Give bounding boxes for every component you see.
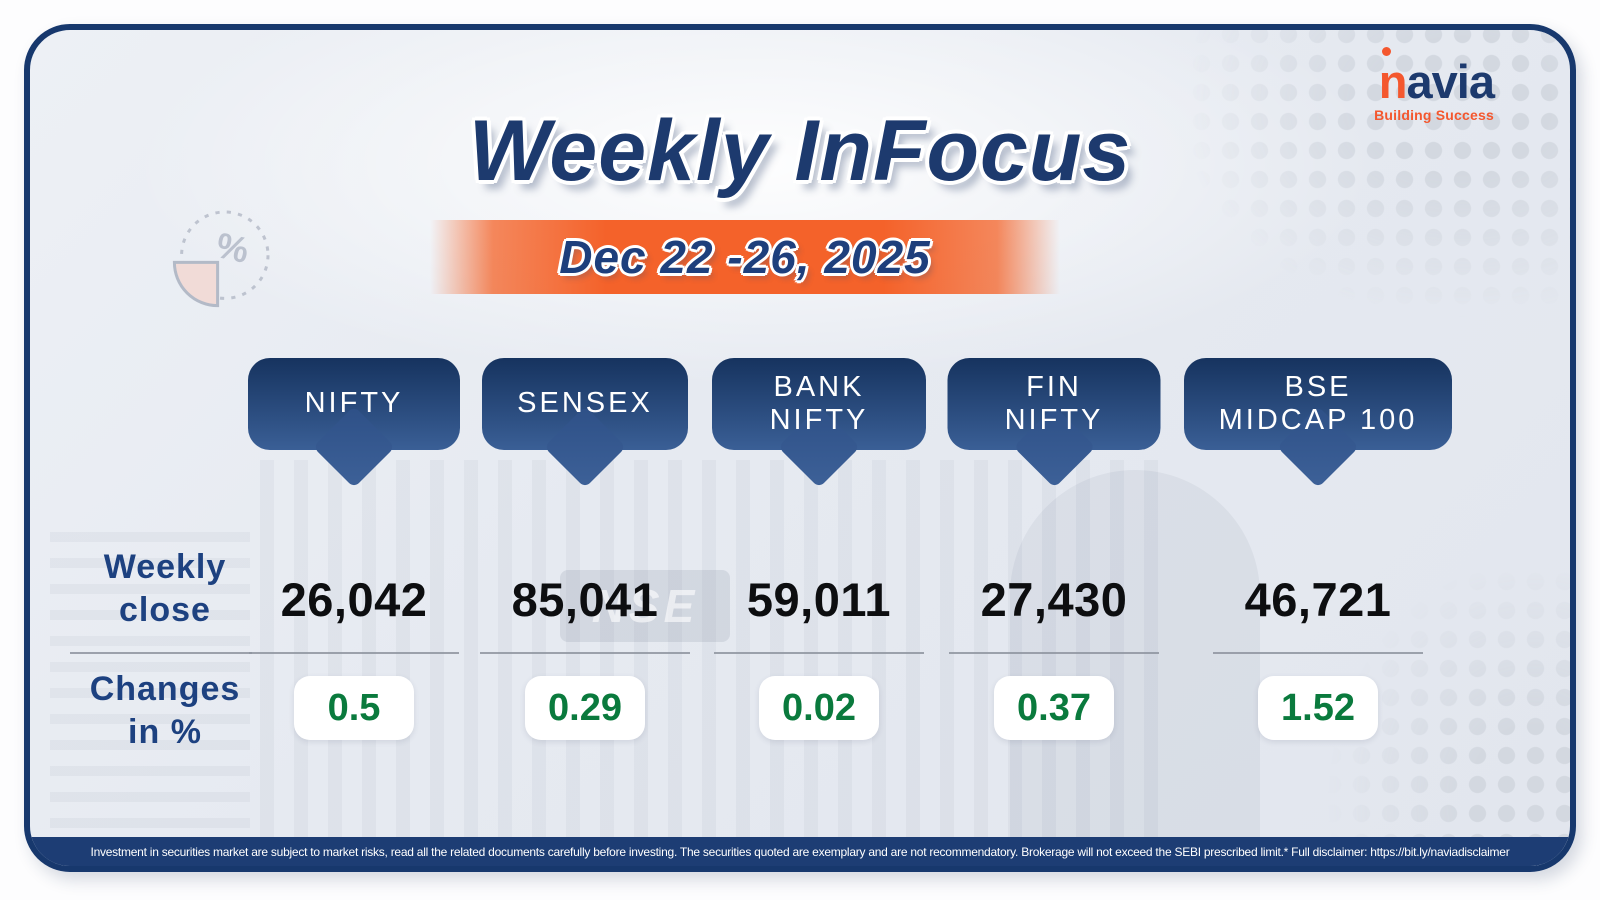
index-badge-label: FIN NIFTY xyxy=(1004,370,1104,436)
navia-logo-wordmark: navia xyxy=(1378,55,1495,108)
navia-logo: navia Building Success xyxy=(1374,55,1495,123)
index-badge: BSE MIDCAP 100 xyxy=(1184,358,1452,489)
row-divider xyxy=(480,652,690,654)
index-badge-label: SENSEX xyxy=(517,387,653,420)
halftone-dots-bottom-right xyxy=(1260,480,1570,866)
change-pct-pill: 0.02 xyxy=(759,676,879,740)
index-badge-label: BSE MIDCAP 100 xyxy=(1218,370,1418,436)
change-pct-pill: 0.29 xyxy=(525,676,645,740)
page-title: Weekly InFocus xyxy=(468,103,1132,199)
change-pct-value: 1.52 xyxy=(1281,686,1355,729)
index-badge: BANK NIFTY xyxy=(712,358,926,489)
index-badge: FIN NIFTY xyxy=(947,358,1161,489)
percent-pie-icon: % xyxy=(172,210,270,308)
svg-text:%: % xyxy=(213,224,253,271)
row-divider xyxy=(949,652,1159,654)
card-frame: NSE % navia Building Success Weekly InFo… xyxy=(24,24,1576,872)
row-divider xyxy=(249,652,459,654)
index-badge-label: NIFTY xyxy=(304,387,404,420)
disclaimer-bar: Investment in securities market are subj… xyxy=(30,837,1570,866)
change-pct-pill: 0.5 xyxy=(294,676,414,740)
weekly-close-value: 85,041 xyxy=(511,573,659,626)
index-badge: SENSEX xyxy=(482,358,688,489)
change-pct-value: 0.02 xyxy=(782,686,856,729)
index-badge-label: BANK NIFTY xyxy=(769,370,869,436)
navia-tagline: Building Success xyxy=(1374,107,1494,123)
navia-logo-avia: avia xyxy=(1406,55,1495,108)
change-pct-value: 0.5 xyxy=(327,686,381,729)
weekly-close-value: 46,721 xyxy=(1244,573,1392,626)
change-pct-value: 0.37 xyxy=(1017,686,1091,729)
change-pct-pill: 0.37 xyxy=(994,676,1114,740)
row-label-weekly-close: Weekly close xyxy=(103,548,227,629)
disclaimer-text: Investment in securities market are subj… xyxy=(90,844,1510,859)
weekly-close-value: 59,011 xyxy=(746,573,892,626)
row-divider xyxy=(714,652,924,654)
date-range-band: Dec 22 -26, 2025 xyxy=(430,220,1060,294)
halftone-dots-top-right xyxy=(1100,30,1570,410)
change-pct-pill: 1.52 xyxy=(1258,676,1378,740)
row-divider xyxy=(1213,652,1423,654)
index-badge: NIFTY xyxy=(248,358,460,489)
change-pct-value: 0.29 xyxy=(548,686,622,729)
date-range-text: Dec 22 -26, 2025 xyxy=(559,231,931,283)
navia-logo-n: n xyxy=(1378,55,1408,108)
row-label-changes-pct: Changes in % xyxy=(89,670,241,751)
row-divider-label xyxy=(70,652,252,654)
weekly-close-value: 27,430 xyxy=(980,573,1128,626)
weekly-close-value: 26,042 xyxy=(280,573,428,626)
